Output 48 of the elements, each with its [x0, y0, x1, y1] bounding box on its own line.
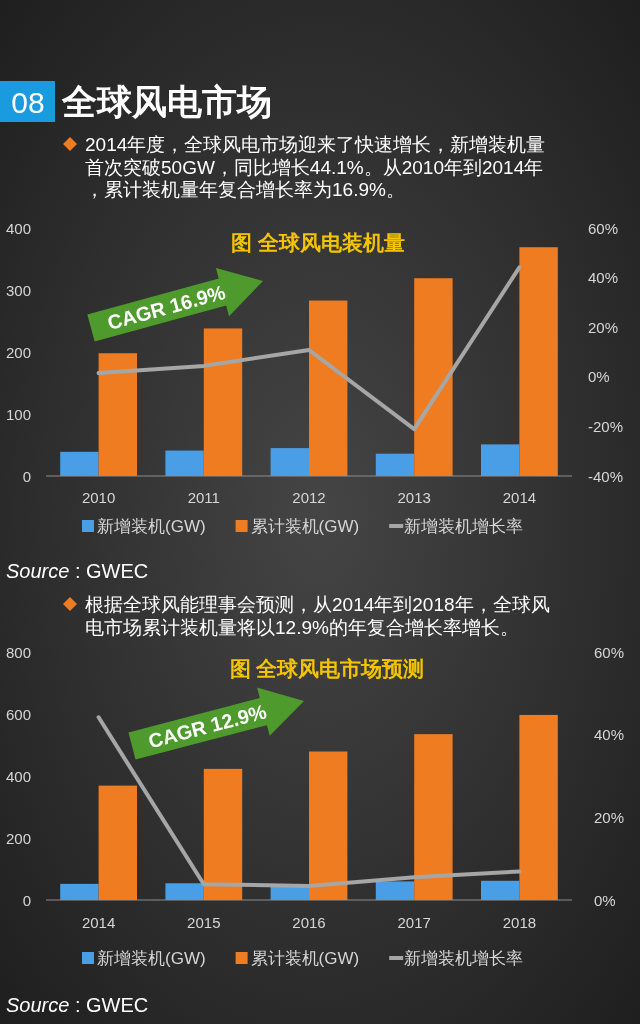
y2-tick-label: 40%	[594, 726, 625, 744]
y2-tick-label: 60%	[594, 643, 625, 661]
legend-label: 新增装机(GW)	[97, 516, 206, 536]
y-tick-label: 200	[5, 829, 31, 847]
legend-label: 新增装机增长率	[404, 516, 524, 536]
y2-tick-label: 20%	[588, 318, 619, 336]
x-tick-label: 2014	[81, 913, 116, 931]
y-tick-label: 0	[22, 467, 31, 485]
text: 2014年度，全球风电市场迎来了快速增长，新增装机量首次突破50GW，同比增长44.1%。从2010年到2014年，累计装机量年复合增长率为16.9%。	[85, 133, 546, 200]
y2-tick-label: -40%	[588, 467, 624, 485]
legend-label: 累计装机(GW)	[250, 948, 360, 968]
y-tick-label: 600	[5, 705, 31, 723]
x-tick-label: 2016	[292, 913, 326, 931]
x-tick-label: 2014	[502, 488, 537, 506]
text: 根据全球风能理事会预测，从2014年到2018年，全球风电市场累计装机量将以12.9%的年复合增长率增长。	[85, 593, 550, 637]
annotation: CAGR 16.9%	[105, 280, 228, 334]
y2-tick-label: 60%	[588, 219, 619, 237]
y2-tick-label: 20%	[594, 808, 625, 826]
legend-label: 新增装机(GW)	[97, 948, 206, 968]
text: 全球风电市场	[61, 81, 272, 121]
x-tick-label: 2018	[502, 913, 537, 931]
legend-label: 累计装机(GW)	[250, 516, 360, 536]
x-tick-label: 2012	[292, 488, 326, 506]
y2-tick-label: 0%	[594, 891, 616, 909]
y2-tick-label: 40%	[588, 269, 619, 287]
y2-tick-label: -20%	[588, 417, 624, 435]
x-tick-label: 2015	[187, 913, 221, 931]
y-tick-label: 400	[5, 219, 31, 237]
x-tick-label: 2011	[187, 488, 220, 506]
x-tick-label: 2017	[397, 913, 431, 931]
y-tick-label: 400	[5, 767, 31, 785]
y-tick-label: 800	[5, 643, 31, 661]
arrow: CAGR 16.9%	[87, 267, 263, 342]
chart-title: 图 全球风电市场预测	[229, 656, 425, 680]
text: Source : GWEC	[6, 994, 149, 1016]
text: Source : GWEC	[6, 560, 149, 582]
y-tick-label: 300	[5, 281, 31, 299]
legend-label: 新增装机增长率	[404, 948, 524, 968]
arrow: CAGR 12.9%	[128, 687, 304, 760]
annotation: CAGR 12.9%	[145, 700, 269, 753]
y2-tick-label: 0%	[588, 368, 610, 386]
x-tick-label: 2010	[81, 488, 116, 506]
y-tick-label: 200	[5, 343, 31, 361]
x-tick-label: 2013	[397, 488, 431, 506]
y-tick-label: 0	[22, 891, 31, 909]
y-tick-label: 100	[5, 405, 31, 423]
chart-title: 图 全球风电装机量	[231, 230, 405, 254]
text: 08	[11, 85, 45, 119]
